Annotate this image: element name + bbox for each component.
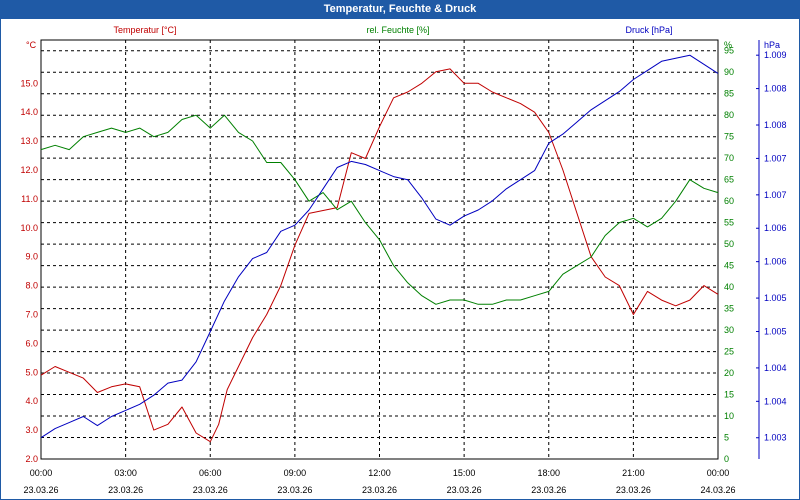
x-tick-date: 23.03.26 — [23, 485, 58, 495]
x-tick-time: 21:00 — [622, 468, 645, 478]
humidity-tick-label: 10 — [724, 411, 734, 421]
humidity-tick-label: 80 — [724, 110, 734, 120]
humidity-tick-label: 25 — [724, 347, 734, 357]
temperature-tick-label: 12.0 — [20, 165, 38, 175]
pressure-unit-label: hPa — [764, 40, 780, 50]
humidity-tick-label: 60 — [724, 196, 734, 206]
pressure-line — [40, 54, 719, 439]
x-tick-time: 03:00 — [114, 468, 137, 478]
x-tick-time: 15:00 — [453, 468, 476, 478]
temperature-tick-label: 11.0 — [21, 194, 38, 204]
humidity-tick-label: 90 — [724, 67, 734, 77]
pressure-tick-label: 1.005 — [764, 326, 787, 336]
x-tick-date: 23.03.26 — [447, 485, 482, 495]
x-tick-date: 23.03.26 — [277, 485, 312, 495]
x-tick-time: 00:00 — [707, 468, 730, 478]
pressure-tick-label: 1.007 — [764, 190, 787, 200]
pressure-tick-label: 1.006 — [764, 257, 787, 267]
temperature-unit-label: °C — [26, 40, 37, 50]
x-tick-time: 06:00 — [199, 468, 222, 478]
temperature-tick-label: 2.0 — [25, 454, 38, 464]
temperature-tick-label: 4.0 — [25, 396, 38, 406]
x-tick-date: 23.03.26 — [616, 485, 651, 495]
humidity-tick-label: 55 — [724, 218, 734, 228]
temperature-tick-label: 6.0 — [25, 338, 38, 348]
pressure-tick-label: 1.006 — [764, 223, 787, 233]
humidity-tick-label: 95 — [724, 46, 734, 56]
humidity-tick-label: 45 — [724, 261, 734, 271]
temperature-tick-label: 15.0 — [20, 78, 38, 88]
humidity-tick-label: 50 — [724, 239, 734, 249]
humidity-line — [40, 114, 719, 305]
humidity-tick-label: 40 — [724, 282, 734, 292]
pressure-tick-label: 1.007 — [764, 153, 787, 163]
humidity-tick-label: 85 — [724, 89, 734, 99]
humidity-tick-label: 5 — [724, 433, 729, 443]
humidity-tick-label: 65 — [724, 175, 734, 185]
pressure-tick-label: 1.009 — [764, 50, 787, 60]
x-tick-date: 24.03.26 — [700, 485, 735, 495]
x-tick-time: 12:00 — [368, 468, 391, 478]
humidity-axis-title: rel. Feuchte [%] — [366, 25, 429, 35]
humidity-tick-label: 15 — [724, 390, 734, 400]
x-tick-date: 23.03.26 — [362, 485, 397, 495]
pressure-tick-label: 1.004 — [764, 396, 787, 406]
temperature-tick-label: 9.0 — [25, 252, 38, 262]
temperature-line — [40, 68, 719, 443]
x-tick-date: 23.03.26 — [108, 485, 143, 495]
pressure-tick-label: 1.005 — [764, 293, 787, 303]
humidity-tick-label: 70 — [724, 153, 734, 163]
humidity-tick-label: 0 — [724, 454, 729, 464]
temperature-tick-label: 5.0 — [25, 367, 38, 377]
chart-title: Temperatur, Feuchte & Druck — [323, 3, 477, 15]
temperature-tick-label: 13.0 — [20, 136, 38, 146]
x-tick-time: 00:00 — [30, 468, 53, 478]
pressure-tick-label: 1.008 — [764, 120, 787, 130]
x-tick-date: 23.03.26 — [531, 485, 566, 495]
temperature-tick-label: 10.0 — [20, 223, 38, 233]
humidity-tick-label: 35 — [724, 304, 734, 314]
humidity-tick-label: 30 — [724, 325, 734, 335]
pressure-axis-title: Druck [hPa] — [625, 25, 672, 35]
temperature-tick-label: 14.0 — [20, 107, 38, 117]
temperature-tick-label: 7.0 — [25, 310, 38, 320]
temperature-axis-title: Temperatur [°C] — [113, 25, 176, 35]
humidity-tick-label: 20 — [724, 368, 734, 378]
x-tick-date: 23.03.26 — [193, 485, 228, 495]
temperature-tick-label: 3.0 — [25, 425, 38, 435]
humidity-tick-label: 75 — [724, 132, 734, 142]
pressure-tick-label: 1.003 — [764, 433, 787, 443]
x-tick-time: 09:00 — [284, 468, 307, 478]
x-tick-time: 18:00 — [537, 468, 560, 478]
humidity-unit-label: % — [724, 40, 732, 50]
temperature-tick-label: 8.0 — [25, 281, 38, 291]
pressure-tick-label: 1.008 — [764, 84, 787, 94]
pressure-tick-label: 1.004 — [764, 363, 787, 373]
